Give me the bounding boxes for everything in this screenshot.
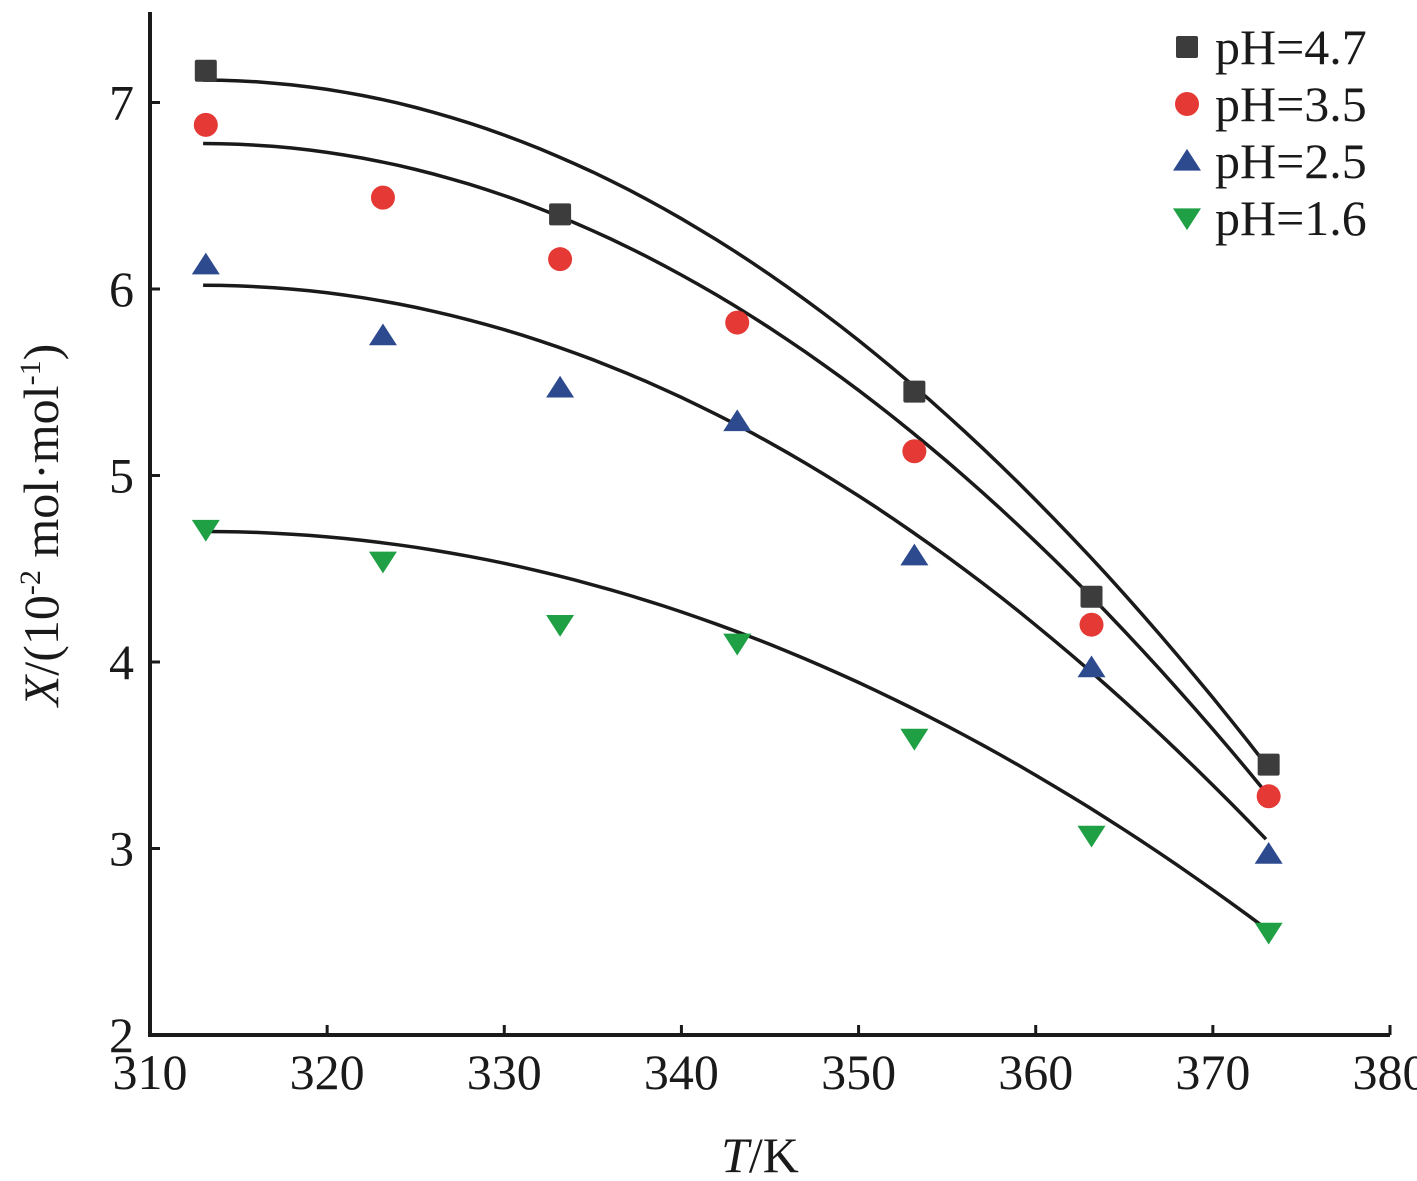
- legend-marker: [1173, 148, 1201, 171]
- data-point: [900, 728, 929, 751]
- x-tick-label: 340: [644, 1044, 719, 1100]
- data-point: [549, 203, 572, 226]
- data-point: [191, 519, 220, 542]
- fit-line: [203, 78, 1268, 766]
- x-tick-label: 320: [290, 1044, 365, 1100]
- fit-line: [203, 141, 1268, 794]
- y-tick-label: 2: [109, 1007, 134, 1063]
- y-tick-label: 3: [109, 821, 134, 877]
- fit-line: [203, 529, 1268, 931]
- y-axis-title: X/(10-2 mol·mol-1): [13, 344, 69, 708]
- data-point: [546, 615, 575, 637]
- x-tick-label: 310: [113, 1044, 188, 1100]
- data-point: [903, 380, 926, 403]
- data-point: [546, 375, 575, 398]
- x-tick-label: 350: [821, 1044, 896, 1100]
- data-point: [368, 323, 397, 346]
- data-points: [191, 59, 1283, 945]
- x-tick-label: 380: [1353, 1044, 1417, 1100]
- data-point: [548, 247, 573, 272]
- data-point: [368, 551, 397, 574]
- x-tick-label: 330: [467, 1044, 542, 1100]
- y-tick-label: 6: [109, 261, 134, 317]
- y-tick-label: 4: [109, 634, 134, 690]
- data-point: [1080, 585, 1103, 608]
- data-point: [194, 59, 217, 82]
- data-point: [1254, 841, 1283, 864]
- legend-marker: [1176, 36, 1198, 58]
- x-tick-label: 360: [998, 1044, 1073, 1100]
- legend-label: pH=1.6: [1215, 190, 1367, 246]
- fit-lines: [203, 78, 1268, 931]
- legend-label: pH=3.5: [1215, 76, 1367, 132]
- legend: pH=4.7pH=3.5pH=2.5pH=1.6: [1173, 19, 1367, 246]
- data-point: [1079, 612, 1104, 637]
- data-point: [1077, 655, 1106, 678]
- data-point: [1256, 784, 1281, 809]
- fit-line: [203, 283, 1268, 841]
- x-axis-title: T/K: [721, 1127, 799, 1181]
- data-point: [900, 543, 929, 566]
- y-tick-label: 7: [109, 75, 134, 131]
- data-point: [191, 252, 220, 275]
- data-point: [1254, 922, 1283, 945]
- data-point: [193, 112, 218, 137]
- legend-marker: [1175, 92, 1199, 116]
- data-point: [1077, 825, 1106, 848]
- data-point: [1257, 753, 1280, 776]
- legend-label: pH=4.7: [1215, 19, 1367, 75]
- legend-marker: [1173, 208, 1201, 231]
- data-point: [723, 633, 752, 656]
- data-point: [723, 409, 752, 432]
- x-tick-label: 370: [1175, 1044, 1250, 1100]
- y-tick-label: 5: [109, 448, 134, 504]
- axes: 310 320 330 340 350 360 370 380 2 3 4 5 6 7: [109, 12, 1417, 1100]
- data-point: [902, 439, 927, 464]
- legend-label: pH=2.5: [1215, 133, 1367, 189]
- data-point: [370, 185, 395, 210]
- data-point: [725, 310, 750, 335]
